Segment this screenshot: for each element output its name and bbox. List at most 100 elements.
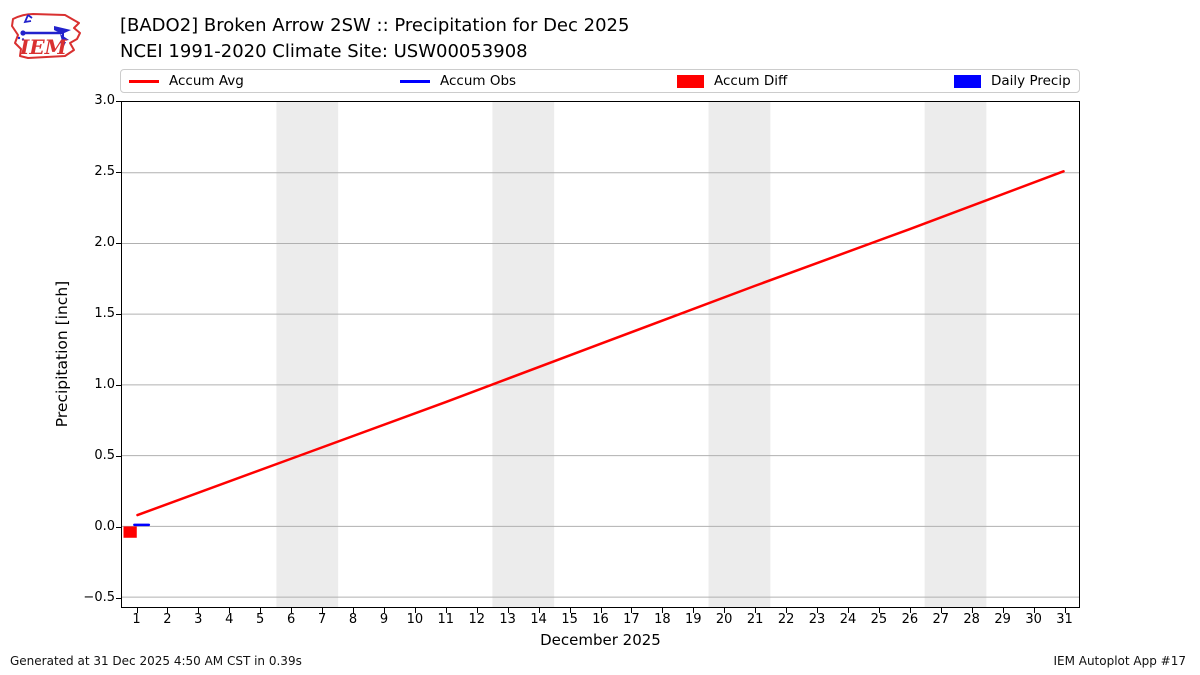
x-tick-label: 13: [499, 612, 516, 627]
y-tick-mark: [116, 527, 121, 529]
x-tick-label: 17: [623, 612, 640, 627]
x-tick-mark: [662, 608, 664, 613]
x-tick-label: 30: [1025, 612, 1042, 627]
x-tick-label: 12: [468, 612, 486, 627]
x-tick-label: 14: [530, 612, 547, 627]
plot-area: [121, 101, 1080, 608]
x-tick-label: 16: [592, 612, 609, 627]
x-tick-mark: [569, 608, 571, 613]
chart-legend: Accum Avg Accum Obs Accum Diff Daily Precip: [120, 69, 1080, 93]
x-tick-label: 5: [256, 612, 265, 627]
x-tick-mark: [445, 608, 447, 613]
x-tick-label: 1: [132, 612, 141, 627]
y-tick-mark: [116, 243, 121, 244]
x-tick-mark: [786, 608, 788, 613]
x-tick-mark: [322, 608, 324, 613]
y-tick-label: 1.5: [94, 306, 115, 321]
y-tick-label: 1.0: [94, 377, 115, 392]
x-tick-mark: [878, 608, 880, 613]
legend-item-daily-precip: Daily Precip: [954, 70, 1071, 92]
x-tick-label: 20: [715, 612, 733, 627]
x-tick-mark: [167, 608, 169, 613]
x-tick-mark: [631, 608, 633, 613]
x-tick-label: 29: [994, 612, 1011, 627]
legend-item-label: Accum Diff: [714, 73, 788, 89]
app-credit: IEM Autoplot App #17: [1053, 654, 1186, 668]
x-tick-label: 28: [963, 612, 980, 627]
x-tick-mark: [1064, 608, 1066, 613]
x-tick-mark: [291, 608, 293, 613]
legend-item-label: Accum Obs: [440, 73, 517, 89]
y-axis-label: Precipitation [inch]: [53, 280, 71, 428]
chart-subtitle: NCEI 1991-2020 Climate Site: USW00053908: [120, 41, 528, 62]
x-tick-mark: [909, 608, 911, 613]
x-tick-mark: [940, 608, 942, 613]
legend-item-label: Daily Precip: [991, 73, 1071, 89]
daily-precip-patch-sample-icon: [954, 74, 981, 88]
x-tick-label: 21: [746, 612, 764, 627]
weekend-band: [492, 102, 555, 607]
x-tick-label: 11: [437, 612, 455, 627]
legend-item-accum-obs: Accum Obs: [400, 70, 516, 92]
x-tick-mark: [724, 608, 726, 613]
y-tick-label: 0.5: [94, 448, 115, 463]
y-tick-mark: [116, 385, 121, 386]
weekend-band: [924, 102, 987, 607]
y-tick-label: 0.0: [94, 519, 115, 535]
x-tick-mark: [755, 608, 757, 613]
x-tick-label: 9: [379, 612, 389, 627]
y-tick-mark: [116, 172, 121, 173]
accum-diff-patch-sample-icon: [677, 74, 704, 88]
x-tick-label: 25: [870, 612, 888, 627]
x-tick-label: 2: [163, 612, 172, 627]
y-tick-label: 2.0: [94, 235, 115, 250]
x-tick-mark: [353, 608, 354, 613]
x-tick-mark: [1033, 608, 1035, 613]
x-tick-label: 8: [348, 612, 358, 627]
x-tick-mark: [476, 608, 478, 613]
x-tick-label: 15: [561, 612, 578, 627]
legend-item-label: Accum Avg: [169, 73, 244, 89]
x-tick-label: 7: [317, 612, 327, 627]
y-tick-mark: [116, 456, 121, 457]
y-tick-mark: [116, 598, 121, 600]
x-tick-mark: [136, 608, 138, 613]
x-tick-label: 10: [406, 612, 424, 627]
accum-obs-line-sample-icon: [400, 79, 430, 83]
x-tick-mark: [538, 608, 540, 613]
weekend-band: [708, 102, 771, 607]
iem-logo-text: IEM: [19, 35, 68, 59]
x-tick-mark: [414, 608, 416, 613]
x-tick-label: 27: [932, 612, 950, 627]
x-tick-label: 6: [286, 612, 296, 627]
y-tick-label: 2.5: [94, 164, 115, 179]
x-tick-label: 26: [901, 612, 919, 627]
x-tick-mark: [229, 608, 231, 613]
x-tick-label: 22: [777, 612, 795, 627]
x-tick-label: 24: [839, 612, 857, 627]
x-tick-label: 23: [808, 612, 826, 627]
x-axis-label: December 2025: [540, 631, 661, 649]
chart-title: [BADO2] Broken Arrow 2SW :: Precipitatio…: [120, 15, 630, 36]
x-tick-label: 3: [194, 612, 203, 627]
accum-avg-line-sample-icon: [129, 79, 159, 83]
y-tick-mark: [116, 101, 121, 102]
y-tick-label: 3.0: [94, 93, 115, 108]
x-tick-mark: [260, 608, 262, 613]
x-tick-mark: [817, 608, 818, 613]
plot-canvas: [122, 102, 1079, 607]
accum-avg-line: [136, 170, 1065, 517]
x-tick-mark: [1002, 608, 1004, 613]
x-tick-mark: [507, 608, 509, 613]
y-tick-label: −0.5: [83, 590, 115, 606]
weather-vane-icon: [17, 14, 71, 48]
x-tick-mark: [848, 608, 849, 613]
title-block: [BADO2] Broken Arrow 2SW :: Precipitatio…: [120, 13, 629, 65]
iem-logo: IEM: [11, 13, 81, 59]
generated-timestamp: Generated at 31 Dec 2025 4:50 AM CST in …: [10, 654, 302, 668]
y-tick-mark: [116, 314, 121, 315]
x-tick-label: 18: [654, 612, 671, 627]
weekend-band: [276, 102, 339, 607]
x-tick-mark: [971, 608, 973, 613]
